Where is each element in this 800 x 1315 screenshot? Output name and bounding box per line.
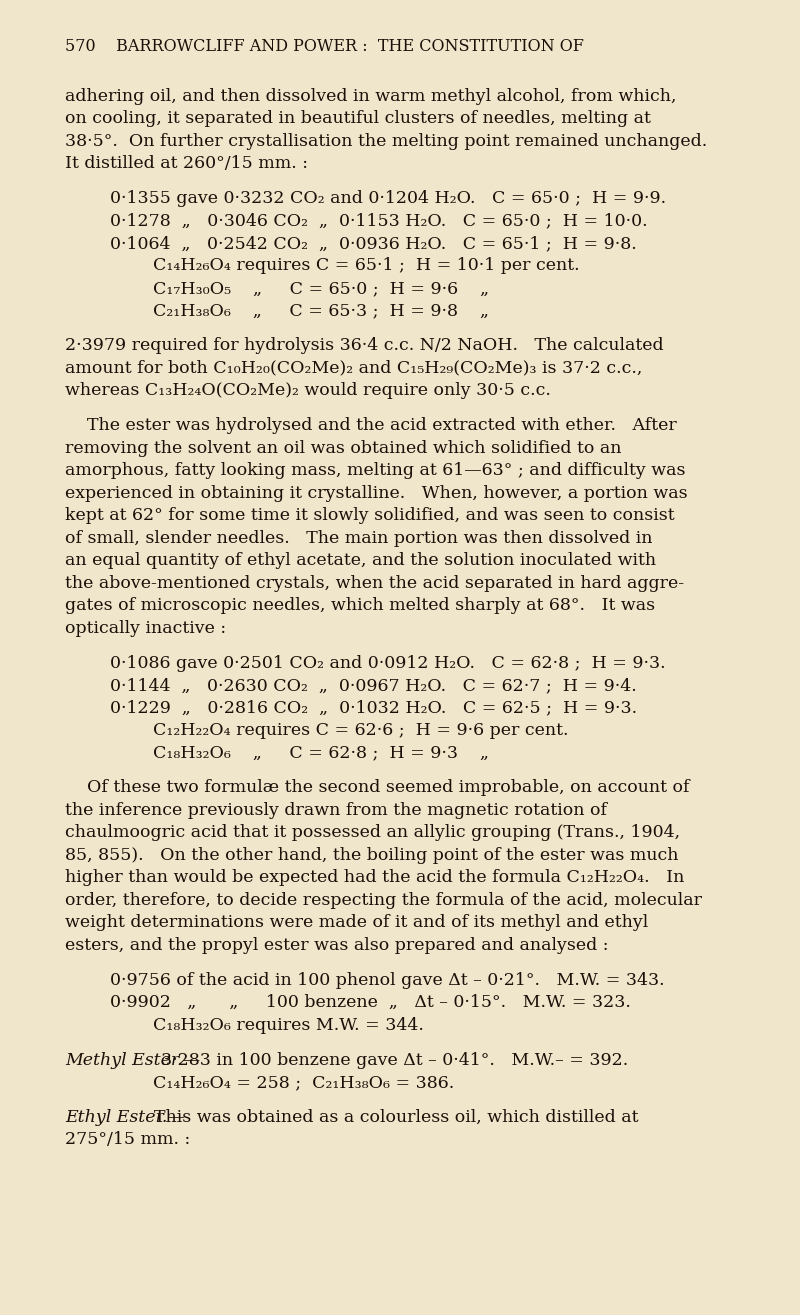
Text: kept at 62° for some time it slowly solidified, and was seen to consist: kept at 62° for some time it slowly soli…: [65, 508, 674, 525]
Text: experienced in obtaining it crystalline.   When, however, a portion was: experienced in obtaining it crystalline.…: [65, 485, 688, 501]
Text: The ester was hydrolysed and the acid extracted with ether.   After: The ester was hydrolysed and the acid ex…: [65, 417, 677, 434]
Text: C₁₄H₂₆O₄ = 258 ;  C₂₁H₃₈O₆ = 386.: C₁₄H₂₆O₄ = 258 ; C₂₁H₃₈O₆ = 386.: [153, 1074, 454, 1091]
Text: 0·9756 of the acid in 100 phenol gave Δt – 0·21°.   M.W. = 343.: 0·9756 of the acid in 100 phenol gave Δt…: [110, 972, 665, 989]
Text: adhering oil, and then dissolved in warm methyl alcohol, from which,: adhering oil, and then dissolved in warm…: [65, 88, 677, 104]
Text: Of these two formulæ the second seemed improbable, on account of: Of these two formulæ the second seemed i…: [65, 780, 690, 797]
Text: optically inactive :: optically inactive :: [65, 619, 226, 636]
Text: 85, 855).   On the other hand, the boiling point of the ester was much: 85, 855). On the other hand, the boiling…: [65, 847, 678, 864]
Text: 0·9902   „      „     100 benzene  „   Δt – 0·15°.   M.W. = 323.: 0·9902 „ „ 100 benzene „ Δt – 0·15°. M.W…: [110, 994, 631, 1011]
Text: esters, and the propyl ester was also prepared and analysed :: esters, and the propyl ester was also pr…: [65, 936, 609, 953]
Text: C₁₂H₂₂O₄ requires C = 62·6 ;  H = 9·6 per cent.: C₁₂H₂₂O₄ requires C = 62·6 ; H = 9·6 per…: [153, 722, 569, 739]
Text: C₁₇H₃₀O₅    „     C = 65·0 ;  H = 9·6    „: C₁₇H₃₀O₅ „ C = 65·0 ; H = 9·6 „: [153, 280, 489, 297]
Text: C₁₈H₃₂O₆ requires M.W. = 344.: C₁₈H₃₂O₆ requires M.W. = 344.: [153, 1016, 424, 1034]
Text: the inference previously drawn from the magnetic rotation of: the inference previously drawn from the …: [65, 802, 607, 819]
Text: 2·3979 required for hydrolysis 36·4 c.c. N/2 NaOH.   The calculated: 2·3979 required for hydrolysis 36·4 c.c.…: [65, 337, 664, 354]
Text: 0·1355 gave 0·3232 CO₂ and 0·1204 H₂O.   C = 65·0 ;  H = 9·9.: 0·1355 gave 0·3232 CO₂ and 0·1204 H₂O. C…: [110, 189, 666, 206]
Text: gates of microscopic needles, which melted sharply at 68°.   It was: gates of microscopic needles, which melt…: [65, 597, 655, 614]
Text: 3·283 in 100 benzene gave Δt – 0·41°.   M.W.– = 392.: 3·283 in 100 benzene gave Δt – 0·41°. M.…: [161, 1052, 628, 1069]
Text: It distilled at 260°/15 mm. :: It distilled at 260°/15 mm. :: [65, 155, 308, 172]
Text: of small, slender needles.   The main portion was then dissolved in: of small, slender needles. The main port…: [65, 530, 653, 547]
Text: 0·1086 gave 0·2501 CO₂ and 0·0912 H₂O.   C = 62·8 ;  H = 9·3.: 0·1086 gave 0·2501 CO₂ and 0·0912 H₂O. C…: [110, 655, 666, 672]
Text: 0·1064  „   0·2542 CO₂  „  0·0936 H₂O.   C = 65·1 ;  H = 9·8.: 0·1064 „ 0·2542 CO₂ „ 0·0936 H₂O. C = 65…: [110, 235, 637, 252]
Text: 38·5°.  On further crystallisation the melting point remained unchanged.: 38·5°. On further crystallisation the me…: [65, 133, 707, 150]
Text: weight determinations were made of it and of its methyl and ethyl: weight determinations were made of it an…: [65, 914, 648, 931]
Text: Methyl Ester.—: Methyl Ester.—: [65, 1052, 200, 1069]
Text: chaulmoogric acid that it possessed an allylic grouping (Trans., 1904,: chaulmoogric acid that it possessed an a…: [65, 825, 680, 842]
Text: 275°/15 mm. :: 275°/15 mm. :: [65, 1131, 190, 1148]
Text: order, therefore, to decide respecting the formula of the acid, molecular: order, therefore, to decide respecting t…: [65, 892, 702, 909]
Text: whereas C₁₃H₂₄O(CO₂Me)₂ would require only 30·5 c.c.: whereas C₁₃H₂₄O(CO₂Me)₂ would require on…: [65, 383, 551, 400]
Text: amount for both C₁₀H₂₀(CO₂Me)₂ and C₁₅H₂₉(CO₂Me)₃ is 37·2 c.c.,: amount for both C₁₀H₂₀(CO₂Me)₂ and C₁₅H₂…: [65, 360, 642, 377]
Text: the above-mentioned crystals, when the acid separated in hard aggre-: the above-mentioned crystals, when the a…: [65, 575, 684, 592]
Text: Ethyl Ester.—: Ethyl Ester.—: [65, 1109, 185, 1126]
Text: 570    BARROWCLIFF AND POWER :  THE CONSTITUTION OF: 570 BARROWCLIFF AND POWER : THE CONSTITU…: [65, 38, 584, 55]
Text: an equal quantity of ethyl acetate, and the solution inoculated with: an equal quantity of ethyl acetate, and …: [65, 552, 656, 569]
Text: 0·1229  „   0·2816 CO₂  „  0·1032 H₂O.   C = 62·5 ;  H = 9·3.: 0·1229 „ 0·2816 CO₂ „ 0·1032 H₂O. C = 62…: [110, 700, 637, 717]
Text: C₁₈H₃₂O₆    „     C = 62·8 ;  H = 9·3    „: C₁₈H₃₂O₆ „ C = 62·8 ; H = 9·3 „: [153, 744, 489, 761]
Text: C₁₄H₂₆O₄ requires C = 65·1 ;  H = 10·1 per cent.: C₁₄H₂₆O₄ requires C = 65·1 ; H = 10·1 pe…: [153, 258, 580, 275]
Text: removing the solvent an oil was obtained which solidified to an: removing the solvent an oil was obtained…: [65, 439, 622, 456]
Text: C₂₁H₃₈O₆    „     C = 65·3 ;  H = 9·8    „: C₂₁H₃₈O₆ „ C = 65·3 ; H = 9·8 „: [153, 302, 489, 320]
Text: 0·1278  „   0·3046 CO₂  „  0·1153 H₂O.   C = 65·0 ;  H = 10·0.: 0·1278 „ 0·3046 CO₂ „ 0·1153 H₂O. C = 65…: [110, 213, 648, 229]
Text: This was obtained as a colourless oil, which distilled at: This was obtained as a colourless oil, w…: [154, 1109, 638, 1126]
Text: higher than would be expected had the acid the formula C₁₂H₂₂O₄.   In: higher than would be expected had the ac…: [65, 869, 684, 886]
Text: on cooling, it separated in beautiful clusters of needles, melting at: on cooling, it separated in beautiful cl…: [65, 110, 651, 128]
Text: 0·1144  „   0·2630 CO₂  „  0·0967 H₂O.   C = 62·7 ;  H = 9·4.: 0·1144 „ 0·2630 CO₂ „ 0·0967 H₂O. C = 62…: [110, 677, 637, 694]
Text: amorphous, fatty looking mass, melting at 61—63° ; and difficulty was: amorphous, fatty looking mass, melting a…: [65, 462, 686, 479]
